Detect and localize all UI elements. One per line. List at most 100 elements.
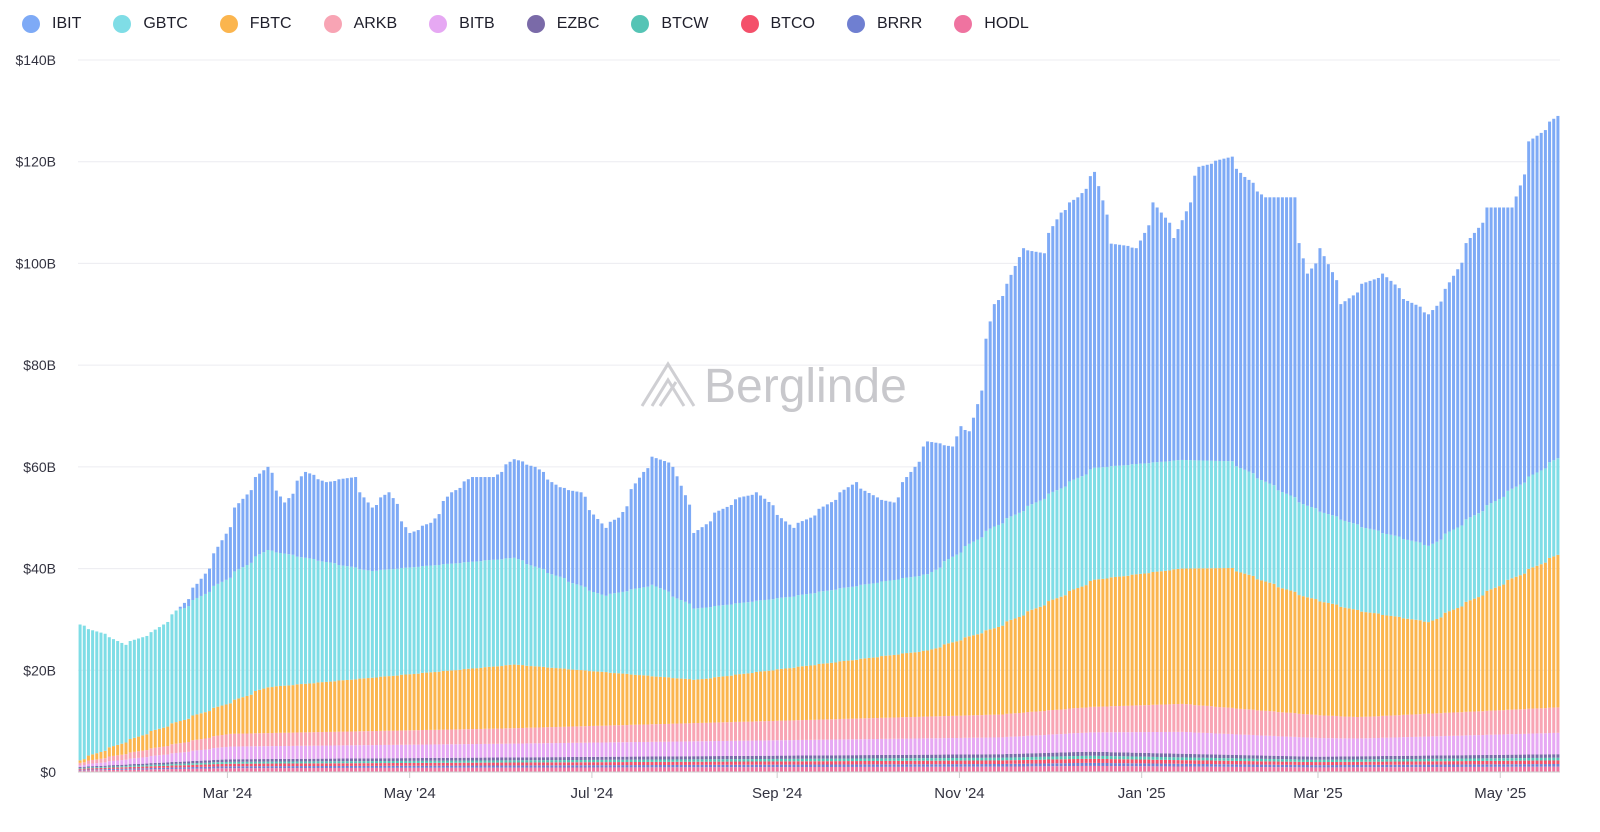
- bar-column[interactable]: [333, 480, 337, 772]
- bar-column[interactable]: [178, 606, 182, 772]
- bar-column[interactable]: [1088, 176, 1092, 772]
- bar-column[interactable]: [1147, 225, 1151, 772]
- bar-column[interactable]: [1464, 243, 1468, 772]
- bar-column[interactable]: [91, 630, 95, 772]
- bar-column[interactable]: [157, 627, 161, 772]
- bar-column[interactable]: [354, 477, 358, 772]
- bar-column[interactable]: [283, 502, 287, 772]
- bar-column[interactable]: [562, 487, 566, 772]
- bar-column[interactable]: [800, 521, 804, 772]
- bar-column[interactable]: [1076, 197, 1080, 772]
- bar-column[interactable]: [420, 525, 424, 772]
- bar-column[interactable]: [650, 456, 654, 772]
- bar-column[interactable]: [1556, 115, 1560, 772]
- bar-column[interactable]: [320, 480, 324, 772]
- bar-column[interactable]: [884, 500, 888, 772]
- bar-column[interactable]: [262, 470, 266, 772]
- bar-column[interactable]: [621, 511, 625, 772]
- bar-column[interactable]: [362, 497, 366, 772]
- bar-column[interactable]: [266, 466, 270, 772]
- bar-column[interactable]: [850, 484, 854, 772]
- bar-column[interactable]: [825, 504, 829, 772]
- bar-column[interactable]: [191, 587, 195, 772]
- bar-column[interactable]: [1301, 258, 1305, 772]
- bar-column[interactable]: [1489, 207, 1493, 772]
- bar-column[interactable]: [1109, 243, 1113, 772]
- bar-column[interactable]: [992, 304, 996, 772]
- bar-column[interactable]: [921, 446, 925, 772]
- bar-column[interactable]: [1297, 243, 1301, 772]
- bar-column[interactable]: [166, 621, 170, 772]
- bar-column[interactable]: [441, 501, 445, 772]
- bar-column[interactable]: [233, 507, 237, 772]
- bar-column[interactable]: [984, 338, 988, 772]
- bar-column[interactable]: [1347, 298, 1351, 772]
- bar-column[interactable]: [1097, 186, 1101, 772]
- bar-column[interactable]: [704, 524, 708, 772]
- bar-column[interactable]: [1084, 188, 1088, 772]
- bar-column[interactable]: [1280, 197, 1284, 772]
- bar-column[interactable]: [1180, 220, 1184, 772]
- bar-column[interactable]: [667, 462, 671, 773]
- bar-column[interactable]: [529, 465, 533, 772]
- bar-column[interactable]: [1322, 256, 1326, 772]
- bar-column[interactable]: [404, 527, 408, 772]
- bar-column[interactable]: [1067, 202, 1071, 772]
- bar-column[interactable]: [1531, 138, 1535, 772]
- bar-column[interactable]: [1502, 207, 1506, 772]
- bar-column[interactable]: [308, 473, 312, 772]
- bar-column[interactable]: [408, 532, 412, 772]
- bar-column[interactable]: [1422, 312, 1426, 772]
- bar-column[interactable]: [971, 417, 975, 772]
- bar-column[interactable]: [475, 477, 479, 772]
- bar-column[interactable]: [78, 624, 82, 772]
- bar-column[interactable]: [592, 514, 596, 772]
- bar-column[interactable]: [1222, 158, 1226, 772]
- bar-column[interactable]: [671, 466, 675, 772]
- bar-column[interactable]: [349, 477, 353, 772]
- bar-column[interactable]: [1389, 280, 1393, 772]
- bar-column[interactable]: [546, 479, 550, 772]
- bar-column[interactable]: [141, 637, 145, 772]
- legend-item-hodl[interactable]: HODL: [954, 15, 1029, 33]
- bar-column[interactable]: [771, 505, 775, 772]
- bar-column[interactable]: [208, 568, 212, 772]
- legend-item-ibit[interactable]: IBIT: [22, 15, 81, 33]
- bar-column[interactable]: [1184, 211, 1188, 772]
- bar-column[interactable]: [604, 527, 608, 772]
- bar-column[interactable]: [237, 503, 241, 772]
- bar-column[interactable]: [203, 573, 207, 772]
- bar-column[interactable]: [1343, 301, 1347, 772]
- bar-column[interactable]: [1005, 283, 1009, 772]
- bar-column[interactable]: [1276, 197, 1280, 772]
- bar-column[interactable]: [1080, 193, 1084, 772]
- bar-column[interactable]: [1030, 251, 1034, 772]
- bar-column[interactable]: [717, 510, 721, 772]
- bar-column[interactable]: [942, 445, 946, 772]
- bar-column[interactable]: [1197, 166, 1201, 772]
- bar-column[interactable]: [312, 474, 316, 772]
- bar-column[interactable]: [345, 478, 349, 772]
- bar-column[interactable]: [508, 461, 512, 772]
- bar-column[interactable]: [746, 495, 750, 772]
- bar-column[interactable]: [721, 508, 725, 772]
- bar-column[interactable]: [909, 471, 913, 772]
- bar-column[interactable]: [1051, 226, 1055, 772]
- bar-column[interactable]: [784, 521, 788, 772]
- bar-column[interactable]: [617, 517, 621, 772]
- bar-column[interactable]: [926, 441, 930, 772]
- bar-column[interactable]: [688, 504, 692, 772]
- bar-column[interactable]: [1435, 305, 1439, 772]
- bar-column[interactable]: [216, 546, 220, 772]
- bar-column[interactable]: [1431, 310, 1435, 772]
- bar-column[interactable]: [804, 519, 808, 772]
- bar-column[interactable]: [137, 638, 141, 773]
- bar-column[interactable]: [1022, 248, 1026, 772]
- bar-column[interactable]: [1113, 244, 1117, 772]
- bar-column[interactable]: [608, 521, 612, 772]
- bar-column[interactable]: [834, 499, 838, 772]
- bar-column[interactable]: [558, 487, 562, 772]
- legend-item-gbtc[interactable]: GBTC: [113, 15, 188, 33]
- bar-column[interactable]: [220, 540, 224, 772]
- bar-column[interactable]: [182, 602, 186, 772]
